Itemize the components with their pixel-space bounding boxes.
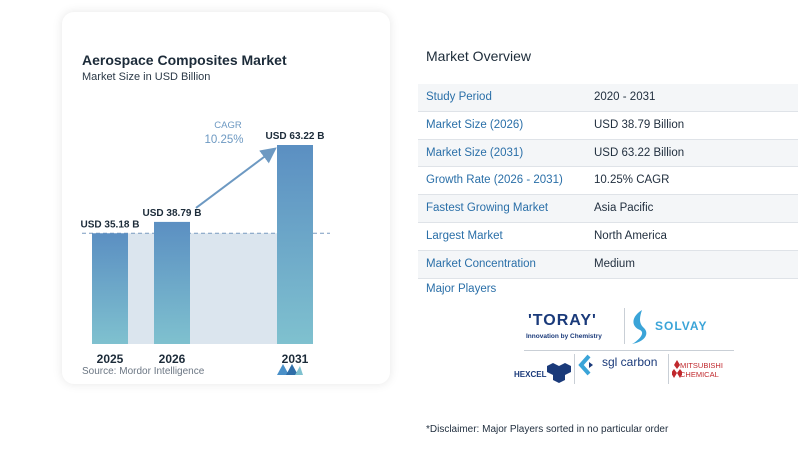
sgl-carbon-icon xyxy=(578,354,593,376)
major-players-title: Major Players xyxy=(426,283,497,295)
toray-logo: 'TORAY' xyxy=(528,312,597,329)
hexcel-hexagons-icon xyxy=(547,363,571,383)
overview-row-label: Market Size (2026) xyxy=(426,118,524,131)
market-overview-table: Study Period 2020 - 2031 Market Size (2026… xyxy=(418,84,798,279)
cagr-arrow xyxy=(195,147,277,209)
overview-row-label: Market Concentration xyxy=(426,257,536,270)
overview-row-value: 2020 - 2031 xyxy=(594,91,656,103)
market-overview-title: Market Overview xyxy=(426,48,532,64)
bar xyxy=(277,145,313,344)
overview-row-label: Fastest Growing Market xyxy=(426,202,549,215)
toray-tagline: Innovation by Chemistry xyxy=(526,333,602,340)
chart-subtitle: Market Size in USD Billion xyxy=(82,71,211,83)
logo-divider xyxy=(624,308,625,344)
mitsubishi-chemical-logo: MITSUBISHI CHEMICAL xyxy=(680,361,723,379)
overview-row: Growth Rate (2026 - 2031) 10.25% CAGR xyxy=(418,167,798,196)
mitsubishi-diamonds-icon xyxy=(672,360,682,378)
overview-row-label: Study Period xyxy=(426,91,492,103)
overview-row: Market Size (2026) USD 38.79 Billion xyxy=(418,112,798,140)
x-tick-label: 2026 xyxy=(159,352,186,366)
overview-row: Fastest Growing Market Asia Pacific xyxy=(418,195,798,223)
cagr-label: CAGR xyxy=(214,120,242,131)
overview-row-value: USD 38.79 Billion xyxy=(594,118,685,131)
reference-band xyxy=(128,233,277,344)
solvay-logo: SOLVAY xyxy=(655,319,708,333)
overview-row-value: 10.25% CAGR xyxy=(594,174,670,187)
overview-row: Study Period 2020 - 2031 xyxy=(418,84,798,112)
mordor-logo-icon xyxy=(277,364,303,375)
major-players-logos: 'TORAY' Innovation by Chemistry SOLVAY H… xyxy=(508,304,748,388)
overview-row-value: Medium xyxy=(594,257,635,270)
overview-row-label: Market Size (2031) xyxy=(426,146,524,159)
bar xyxy=(154,221,190,344)
overview-row-value: North America xyxy=(594,229,667,242)
logo-divider xyxy=(574,354,575,384)
sgl-carbon-logo: sgl carbon xyxy=(602,355,658,369)
disclaimer-text: *Disclaimer: Major Players sorted in no … xyxy=(426,424,669,435)
overview-row: Market Size (2031) USD 63.22 Billion xyxy=(418,139,798,168)
data-label: USD 63.22 B xyxy=(266,131,325,142)
logo-divider xyxy=(524,350,734,351)
hexcel-logo: HEXCEL xyxy=(514,370,547,379)
logo-divider xyxy=(668,354,669,384)
bar-chart: USD 35.18 B 2025 USD 38.79 B 2026 USD 63.22 … xyxy=(81,120,330,366)
x-tick-label: 2025 xyxy=(97,352,124,366)
data-label: USD 35.18 B xyxy=(81,219,140,230)
bar xyxy=(92,233,128,344)
chart-card: Aerospace Composites Market Market Size … xyxy=(62,12,390,384)
overview-row-label: Largest Market xyxy=(426,229,503,242)
overview-row: Market Concentration Medium xyxy=(418,250,798,279)
solvay-icon xyxy=(632,310,647,344)
cagr-value: 10.25% xyxy=(204,134,243,146)
data-label: USD 38.79 B xyxy=(143,208,202,219)
overview-row: Largest Market North America xyxy=(418,223,798,251)
chart-title: Aerospace Composites Market xyxy=(82,52,287,68)
source-text: Source: Mordor Intelligence xyxy=(82,366,205,377)
overview-row-label: Growth Rate (2026 - 2031) xyxy=(426,174,563,187)
overview-row-value: USD 63.22 Billion xyxy=(594,146,685,159)
x-tick-label: 2031 xyxy=(282,352,309,366)
overview-row-value: Asia Pacific xyxy=(594,202,654,215)
